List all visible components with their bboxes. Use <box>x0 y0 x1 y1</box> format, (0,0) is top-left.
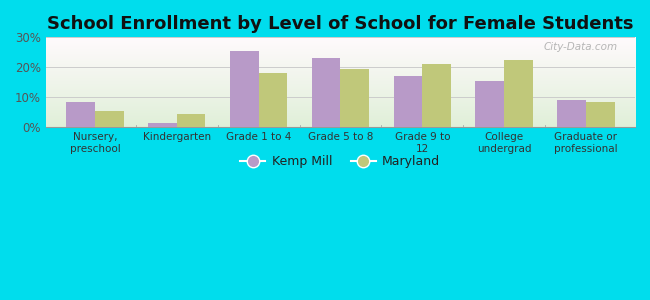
Bar <box>341 69 369 127</box>
Bar <box>177 114 205 127</box>
Text: City-Data.com: City-Data.com <box>543 42 618 52</box>
Bar <box>66 102 95 127</box>
Bar <box>230 51 259 127</box>
Bar <box>230 51 259 127</box>
Bar <box>557 100 586 127</box>
Bar <box>504 60 533 127</box>
Bar <box>259 73 287 127</box>
Bar <box>475 81 504 127</box>
Bar <box>312 58 341 127</box>
Bar <box>394 76 422 127</box>
Bar <box>422 64 451 127</box>
Bar <box>95 111 124 127</box>
Bar <box>586 102 614 127</box>
Bar <box>586 102 614 127</box>
Bar <box>504 60 533 127</box>
Legend: Kemp Mill, Maryland: Kemp Mill, Maryland <box>235 150 445 173</box>
Bar <box>95 111 124 127</box>
Bar <box>66 102 95 127</box>
Bar <box>557 100 586 127</box>
Bar <box>422 64 451 127</box>
Bar <box>148 123 177 127</box>
Bar <box>312 58 341 127</box>
Bar <box>341 69 369 127</box>
Bar <box>475 81 504 127</box>
Title: School Enrollment by Level of School for Female Students: School Enrollment by Level of School for… <box>47 15 634 33</box>
Bar <box>394 76 422 127</box>
Bar <box>148 123 177 127</box>
Bar <box>177 114 205 127</box>
Bar <box>259 73 287 127</box>
